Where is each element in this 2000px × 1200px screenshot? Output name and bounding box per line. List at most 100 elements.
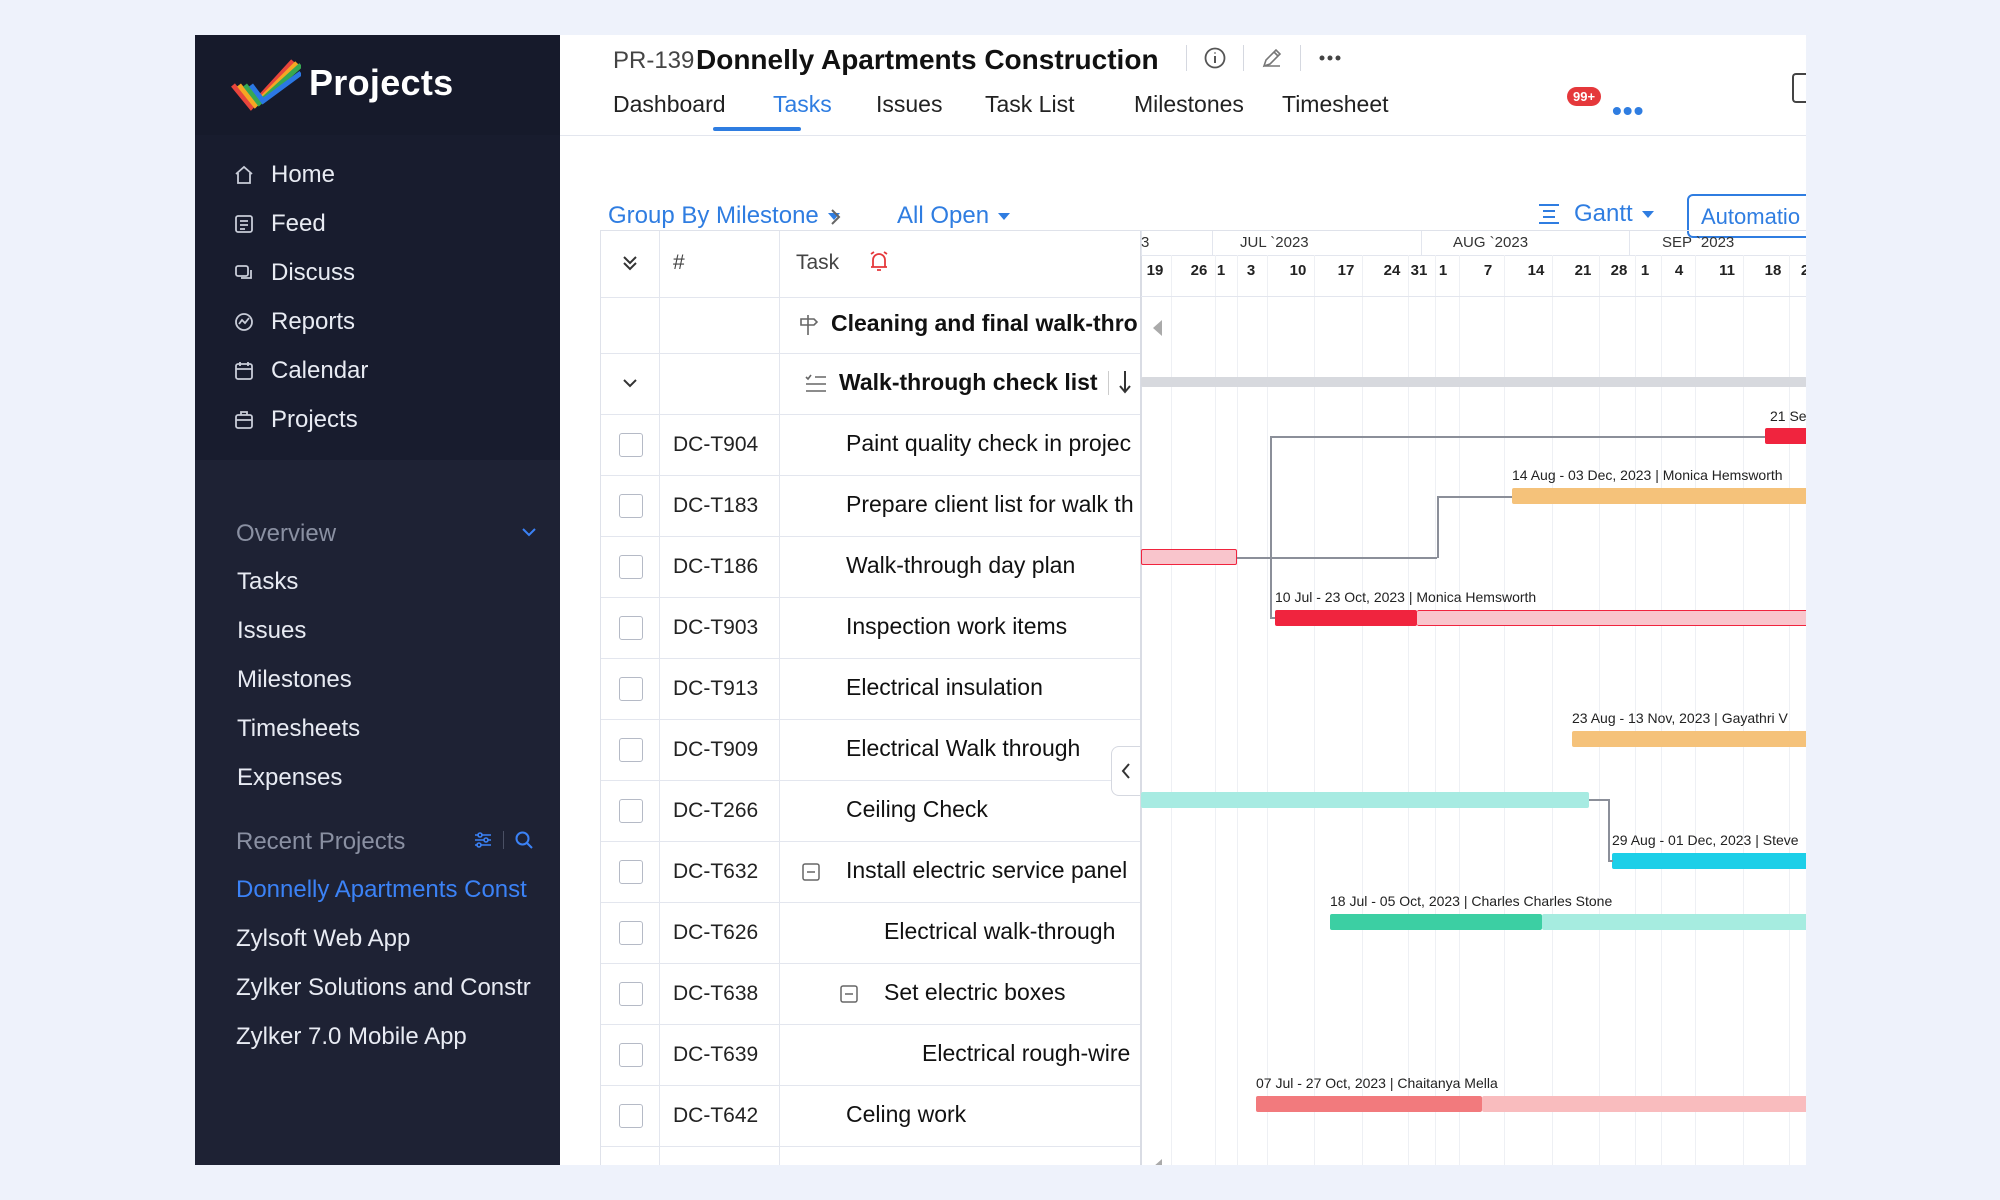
row-checkbox[interactable] (619, 921, 643, 945)
tab-dashboard[interactable]: Dashboard (613, 91, 726, 117)
task-bar-dc-t266[interactable] (1141, 792, 1589, 808)
filter-dropdown[interactable]: All Open (897, 202, 1011, 230)
task-name[interactable]: New task (846, 1162, 1136, 1165)
overview-item-issues[interactable]: Issues (237, 617, 307, 644)
row-checkbox[interactable] (619, 616, 643, 640)
view-dropdown[interactable]: Gantt (1536, 200, 1654, 228)
milestone-row[interactable]: Cleaning and final walk-throu (601, 297, 1141, 354)
row-checkbox[interactable] (619, 799, 643, 823)
tasklist-row[interactable]: Walk-through check list (601, 353, 1141, 415)
task-name[interactable]: Set electric boxes (884, 979, 1066, 1005)
table-row[interactable]: DC-T903 Inspection work items (601, 597, 1141, 659)
nav-item-discuss[interactable]: Discuss (233, 253, 355, 293)
table-row[interactable]: DC-T1078New task (601, 1146, 1141, 1165)
task-name[interactable]: Paint quality check in projec (846, 430, 1132, 456)
more-horizontal-icon[interactable] (1317, 46, 1343, 70)
search-icon[interactable] (514, 830, 534, 850)
task-name[interactable]: Prepare client list for walk th (846, 491, 1134, 517)
table-row[interactable]: DC-T909 Electrical Walk through (601, 719, 1141, 781)
task-name[interactable]: Electrical Walk through (846, 735, 1081, 761)
panel-toggle-icon[interactable] (1792, 73, 1806, 103)
table-row[interactable]: DC-T183 Prepare client list for walk th (601, 475, 1141, 537)
subtask-collapse-icon[interactable] (839, 984, 859, 1004)
filter-sliders-icon[interactable] (473, 830, 493, 850)
brand: Projects (195, 35, 560, 136)
task-name[interactable]: Celing work (846, 1101, 967, 1127)
table-row[interactable]: DC-T913 Electrical insulation (601, 658, 1141, 720)
row-checkbox[interactable] (619, 555, 643, 579)
task-name[interactable]: Electrical insulation (846, 674, 1043, 700)
recent-project-zylker-solutions[interactable]: Zylker Solutions and Constr (236, 974, 531, 1001)
row-checkbox[interactable] (619, 1043, 643, 1067)
nav-item-calendar[interactable]: Calendar (233, 351, 368, 391)
row-checkbox[interactable] (619, 433, 643, 457)
chevron-down-icon[interactable] (521, 526, 537, 538)
table-row[interactable]: DC-T642 Celing work (601, 1085, 1141, 1147)
recent-project-zylker-mobile[interactable]: Zylker 7.0 Mobile App (236, 1023, 467, 1050)
recent-project-zylsoft[interactable]: Zylsoft Web App (236, 925, 411, 952)
task-name[interactable]: Walk-through day plan (846, 552, 1076, 578)
milestone-marker-icon[interactable] (1153, 1159, 1162, 1165)
task-bar-dc-t642[interactable] (1482, 1096, 1806, 1112)
row-checkbox[interactable] (619, 860, 643, 884)
chevron-down-icon[interactable] (622, 377, 638, 389)
subtask-collapse-icon[interactable] (801, 862, 821, 882)
task-bar-dc-t186[interactable] (1141, 549, 1237, 565)
tab-issues[interactable]: Issues (876, 91, 943, 117)
task-bar-dc-t904[interactable] (1765, 428, 1806, 444)
nav-item-projects[interactable]: Projects (233, 400, 358, 440)
table-row[interactable]: DC-T186 Walk-through day plan (601, 536, 1141, 598)
table-row[interactable]: DC-T632 Install electric service panel (601, 841, 1141, 903)
overview-section-title[interactable]: Overview (236, 520, 337, 547)
nav-item-reports[interactable]: Reports (233, 302, 355, 342)
recent-project-donnelly[interactable]: Donnelly Apartments Const (236, 876, 527, 903)
task-name[interactable]: Electrical walk-through (884, 918, 1116, 944)
overview-item-expenses[interactable]: Expenses (237, 764, 343, 791)
collapse-all-icon[interactable] (620, 253, 640, 273)
row-checkbox[interactable] (619, 982, 643, 1006)
column-header-task[interactable]: Task (796, 251, 840, 274)
sort-arrow-icon[interactable] (1118, 369, 1132, 395)
row-checkbox[interactable] (619, 1104, 643, 1128)
nav-item-feed[interactable]: Feed (233, 204, 326, 244)
automation-button[interactable]: Automatio (1687, 194, 1806, 238)
row-checkbox[interactable] (619, 677, 643, 701)
task-bar-dc-t626-progress[interactable] (1330, 914, 1542, 930)
task-name[interactable]: Inspection work items (846, 613, 1068, 639)
task-bar-dc-t632[interactable] (1612, 853, 1806, 869)
overview-item-tasks[interactable]: Tasks (237, 568, 299, 595)
task-bar-dc-t642-progress[interactable] (1256, 1096, 1482, 1112)
table-row[interactable]: DC-T904 Paint quality check in projec (601, 414, 1141, 476)
tab-milestones[interactable]: Milestones (1134, 91, 1244, 117)
tasklist-summary-bar[interactable] (1141, 377, 1806, 387)
row-checkbox[interactable] (619, 494, 643, 518)
task-bar-dc-t626[interactable] (1542, 914, 1806, 930)
table-row[interactable]: DC-T638 Set electric boxes (601, 963, 1141, 1025)
row-checkbox[interactable] (619, 738, 643, 762)
overview-item-milestones[interactable]: Milestones (237, 666, 352, 693)
task-bar-dc-t903[interactable] (1417, 610, 1806, 626)
milestone-marker-icon[interactable] (1153, 320, 1162, 336)
group-by-dropdown[interactable]: Group By Milestone (608, 202, 840, 230)
task-name[interactable]: Electrical rough-wire (922, 1040, 1131, 1066)
nav-item-home[interactable]: Home (233, 155, 335, 195)
task-name[interactable]: Ceiling Check (846, 796, 988, 822)
task-bar-label: 07 Jul - 27 Oct, 2023 | Chaitanya Mella (1256, 1075, 1498, 1091)
tab-timesheet[interactable]: Timesheet (1282, 91, 1389, 117)
task-bar-dc-t903-progress[interactable] (1275, 610, 1417, 626)
collapse-pane-button[interactable] (1111, 746, 1140, 796)
tab-tasks[interactable]: Tasks (773, 91, 832, 117)
info-icon[interactable] (1203, 46, 1227, 70)
table-row[interactable]: DC-T266 Ceiling Check (601, 780, 1141, 842)
table-row[interactable]: DC-T639 Electrical rough-wire (601, 1024, 1141, 1086)
reminder-alarm-icon[interactable] (869, 250, 889, 272)
task-bar-dc-t183[interactable] (1512, 488, 1806, 504)
more-tabs-button[interactable]: ••• (1612, 95, 1645, 126)
task-name[interactable]: Install electric service panel (846, 857, 1128, 883)
pane-divider[interactable] (1140, 231, 1142, 1165)
overview-item-timesheets[interactable]: Timesheets (237, 715, 361, 742)
edit-pen-icon[interactable] (1260, 46, 1284, 70)
task-bar-dc-t909[interactable] (1572, 731, 1806, 747)
tab-task-list[interactable]: Task List (985, 91, 1075, 117)
table-row[interactable]: DC-T626 Electrical walk-through (601, 902, 1141, 964)
